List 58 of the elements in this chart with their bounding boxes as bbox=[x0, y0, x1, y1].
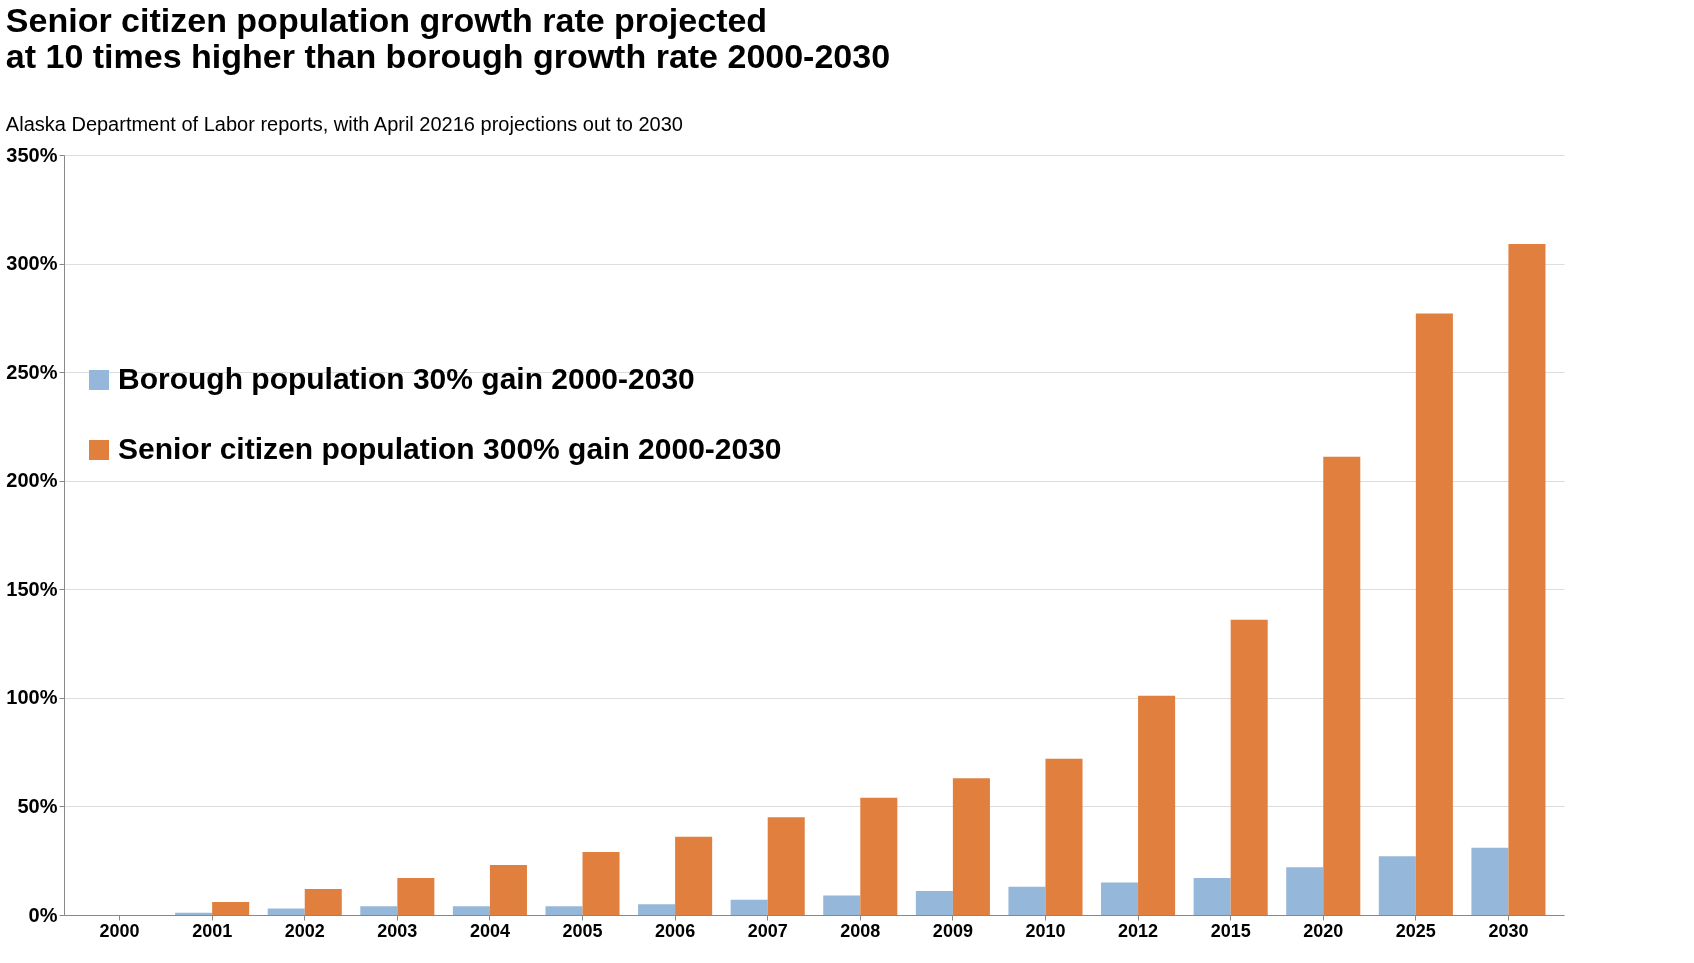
x-tick-label: 2020 bbox=[1303, 920, 1344, 941]
bar bbox=[1471, 847, 1509, 915]
y-tick-label: 0% bbox=[28, 903, 58, 926]
y-tick-label: 150% bbox=[6, 577, 58, 600]
bar bbox=[1193, 878, 1231, 915]
bar bbox=[1415, 313, 1453, 915]
x-tick-label: 2006 bbox=[655, 920, 696, 941]
bar bbox=[1101, 882, 1139, 915]
x-tick-label: 2002 bbox=[284, 920, 325, 941]
bar bbox=[582, 852, 620, 915]
bar bbox=[915, 891, 953, 915]
bar bbox=[489, 865, 527, 915]
bar bbox=[860, 797, 898, 915]
y-tick-label: 300% bbox=[6, 252, 58, 275]
x-tick-label: 2003 bbox=[377, 920, 418, 941]
x-tick-label: 2004 bbox=[469, 920, 510, 941]
x-tick-label: 2007 bbox=[747, 920, 788, 941]
bar bbox=[675, 836, 713, 915]
bar bbox=[1286, 867, 1324, 915]
bar bbox=[397, 878, 435, 915]
y-tick-label: 50% bbox=[17, 794, 58, 817]
bar bbox=[767, 817, 805, 915]
text: Senior citizen population growth rate projected bbox=[5, 1, 768, 39]
bar bbox=[1378, 856, 1416, 915]
bar bbox=[175, 912, 213, 915]
bar bbox=[638, 904, 676, 915]
x-tick-label: 2030 bbox=[1488, 920, 1529, 941]
bar bbox=[1230, 619, 1268, 915]
x-tick-label: 2008 bbox=[840, 920, 881, 941]
x-tick-label: 2010 bbox=[1025, 920, 1066, 941]
bar bbox=[952, 778, 990, 915]
chart-subtitle: Alaska Department of Labor reports, with April 20216 projections out to 2030 bbox=[5, 113, 683, 135]
legend-label: Senior citizen population 300% gain 2000-2030 bbox=[118, 432, 782, 465]
bar bbox=[452, 906, 490, 915]
x-tick-label: 2015 bbox=[1210, 920, 1251, 941]
bar bbox=[1008, 886, 1046, 915]
x-tick-label: 2001 bbox=[192, 920, 233, 941]
bar bbox=[1508, 244, 1546, 915]
bar bbox=[1323, 456, 1361, 915]
bar bbox=[267, 908, 305, 915]
y-tick-label: 200% bbox=[6, 469, 58, 492]
bar bbox=[360, 906, 398, 915]
x-tick-label: 2012 bbox=[1118, 920, 1159, 941]
bar bbox=[304, 888, 342, 915]
bar bbox=[1045, 758, 1083, 915]
legend-label: Borough population 30% gain 2000-2030 bbox=[118, 362, 695, 395]
y-tick-label: 100% bbox=[6, 686, 58, 709]
x-tick-label: 2009 bbox=[932, 920, 973, 941]
x-tick-label: 2005 bbox=[562, 920, 603, 941]
bar bbox=[212, 901, 250, 915]
x-tick-label: 2000 bbox=[99, 920, 140, 941]
bar bbox=[1138, 695, 1176, 915]
bar bbox=[823, 895, 861, 915]
bar bbox=[545, 906, 583, 915]
y-tick-label: 350% bbox=[6, 143, 58, 166]
x-tick-label: 2025 bbox=[1395, 920, 1436, 941]
y-tick-label: 250% bbox=[6, 360, 58, 383]
bar bbox=[730, 899, 768, 915]
